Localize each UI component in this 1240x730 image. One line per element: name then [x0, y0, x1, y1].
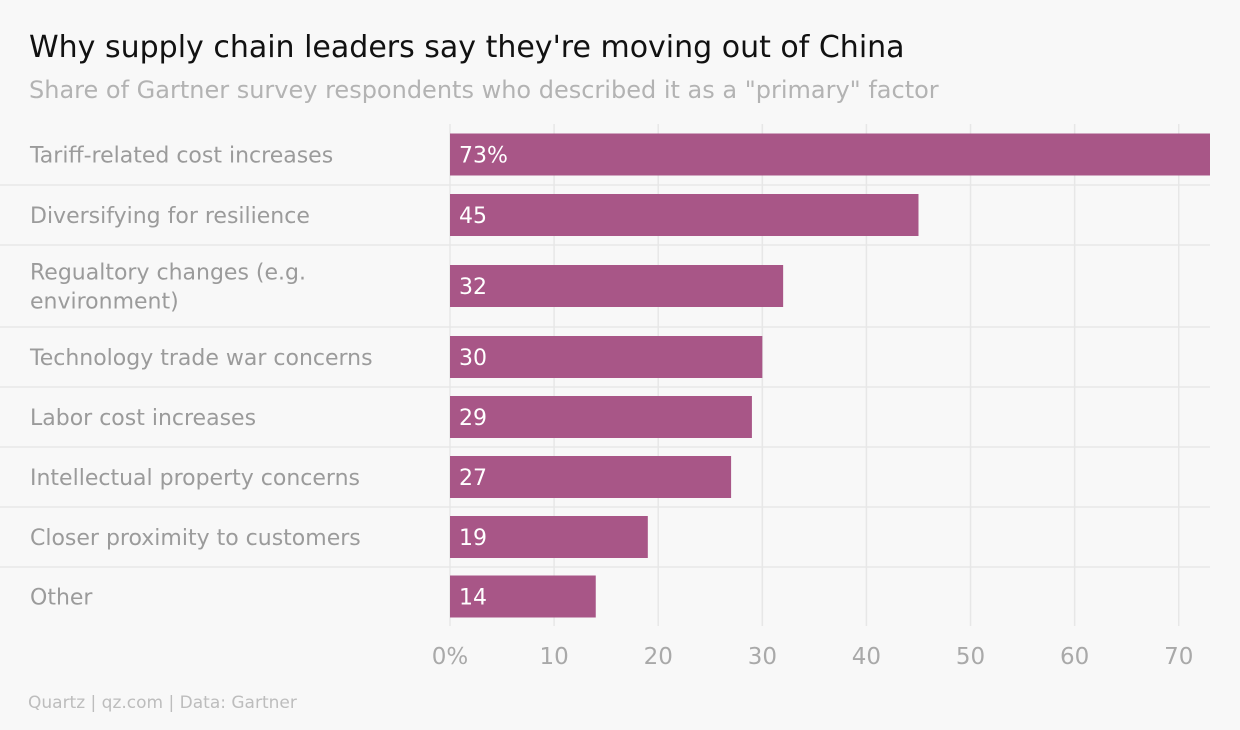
category-label: Closer proximity to customers: [30, 526, 361, 551]
bar: [450, 396, 752, 438]
bar-value-label: 32: [459, 275, 487, 300]
category-label: Other: [30, 586, 93, 611]
bar: [450, 516, 648, 558]
source-credit: Quartz | qz.com | Data: Gartner: [28, 693, 297, 713]
bar: [450, 194, 919, 236]
category-label: environment): [30, 290, 179, 315]
category-label: Labor cost increases: [30, 406, 256, 431]
category-label: Technology trade war concerns: [29, 346, 373, 371]
bar: [450, 336, 763, 378]
bar-value-label: 45: [459, 204, 487, 229]
category-label: Regualtory changes (e.g.: [30, 261, 306, 286]
bar-value-label: 30: [459, 346, 487, 371]
bar: [450, 456, 732, 498]
bar-value-label: 29: [459, 406, 487, 431]
bar: [450, 575, 596, 618]
x-tick-label: 50: [956, 644, 985, 670]
category-label: Tariff-related cost increases: [29, 144, 333, 169]
bar-value-label: 14: [459, 586, 487, 611]
bar: [450, 133, 1210, 176]
category-label: Diversifying for resilience: [30, 204, 310, 229]
chart-subtitle: Share of Gartner survey respondents who …: [29, 76, 939, 104]
bar-value-label: 19: [459, 526, 487, 551]
x-tick-label: 70: [1164, 644, 1193, 670]
x-tick-label: 40: [852, 644, 881, 670]
category-label: Intellectual property concerns: [30, 466, 360, 491]
chart-title: Why supply chain leaders say they're mov…: [29, 30, 905, 65]
x-tick-label: 10: [539, 644, 568, 670]
x-tick-label: 20: [644, 644, 673, 670]
bar-value-label: 73%: [459, 144, 508, 169]
x-tick-label: 60: [1060, 644, 1089, 670]
bar-value-label: 27: [459, 466, 487, 491]
x-tick-label: 30: [748, 644, 777, 670]
bar: [450, 265, 784, 307]
x-tick-label: 0%: [432, 644, 469, 670]
